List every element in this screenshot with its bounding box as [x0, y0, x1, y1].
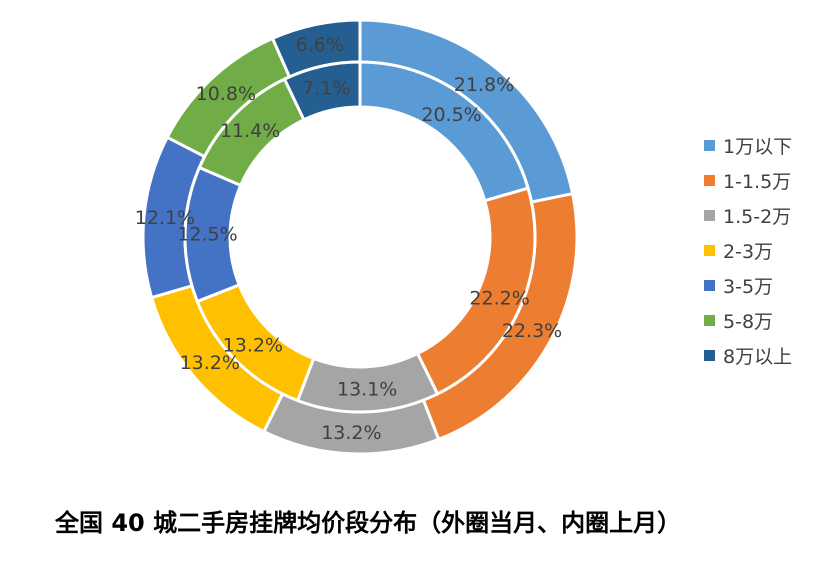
inner-ring-data-label: 11.4%: [220, 120, 280, 142]
inner-ring-data-label: 20.5%: [421, 104, 481, 126]
inner-ring-data-label: 13.2%: [223, 335, 283, 357]
legend-marker: [704, 350, 715, 361]
legend-marker: [704, 315, 715, 326]
outer-ring-data-label: 22.3%: [502, 320, 562, 342]
legend-marker: [704, 140, 715, 151]
inner-ring-data-label: 13.1%: [337, 378, 397, 400]
legend-label: 1.5-2万: [723, 206, 792, 228]
legend-label: 2-3万: [723, 241, 774, 263]
inner-ring-data-label: 12.5%: [177, 224, 237, 246]
outer-ring-data-label: 13.2%: [321, 422, 381, 444]
legend-item: 3-5万: [704, 268, 792, 303]
slice-layer: [141, 18, 579, 456]
chart-area: 21.8% 22.3% 13.2% 13.2% 12.1% 10.8% 6.6% 20.5% 2…: [135, 18, 792, 456]
outer-ring-data-label: 13.2%: [180, 352, 240, 374]
legend-item: 1-1.5万: [704, 163, 792, 198]
data-label-layer: 21.8%22.3%13.2%13.2%12.1%10.8%6.6%20.5%2…: [135, 34, 562, 444]
legend-item: 2-3万: [704, 233, 792, 268]
legend-label: 1万以下: [723, 136, 793, 158]
inner-ring-slice-7: [282, 60, 362, 122]
inner-ring-data-label: 7.1%: [302, 77, 350, 99]
outer-ring-data-label: 10.8%: [196, 83, 256, 105]
legend-marker: [704, 280, 715, 291]
outer-ring-data-label: 21.8%: [454, 74, 514, 96]
outer-ring-data-label: 6.6%: [296, 34, 344, 56]
legend-marker: [704, 210, 715, 221]
chart-title: 全国 40 城二手房挂牌均价段分布（外圈当月、内圈上月）: [55, 509, 682, 537]
legend-label: 8万以上: [723, 346, 793, 368]
legend-marker: [704, 245, 715, 256]
outer-ring-data-label: 12.1%: [135, 207, 195, 229]
legend-item: 5-8万: [704, 303, 792, 338]
inner-ring-data-label: 22.2%: [469, 287, 529, 309]
legend-item: 8万以上: [704, 338, 792, 373]
legend-item: 1万以下: [704, 128, 792, 163]
legend: 1万以下 1-1.5万 1.5-2万 2-3万 3-5万 5-8万 8万以上: [704, 128, 792, 373]
legend-label: 3-5万: [723, 276, 774, 298]
double-doughnut-chart: 21.8%22.3%13.2%13.2%12.1%10.8%6.6%20.5%2…: [135, 18, 579, 456]
legend-label: 5-8万: [723, 311, 774, 333]
legend-item: 1.5-2万: [704, 198, 792, 233]
legend-marker: [704, 175, 715, 186]
legend-label: 1-1.5万: [723, 171, 792, 193]
